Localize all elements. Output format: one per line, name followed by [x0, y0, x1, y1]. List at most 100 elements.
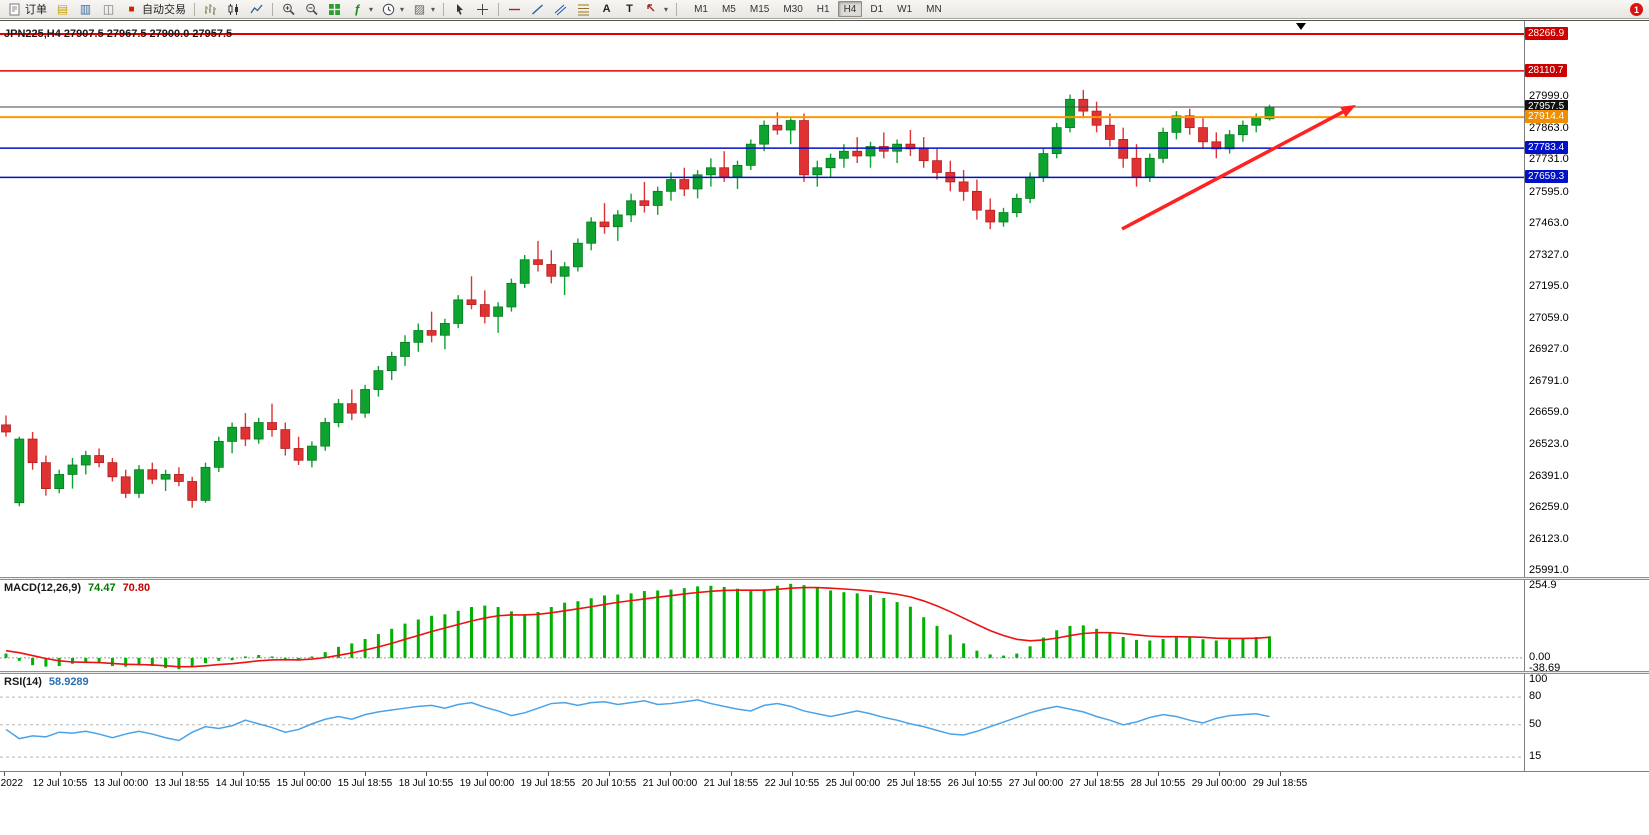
macd-scale-label: 0.00 — [1529, 650, 1551, 663]
rsi-panel[interactable]: RSI(14) 58.9289 — [0, 674, 1524, 771]
new-order-button[interactable]: 订单 — [3, 1, 51, 18]
price-tick-label: 27999.0 — [1529, 90, 1569, 103]
macd-canvas[interactable] — [0, 580, 1524, 671]
time-axis-tick — [60, 772, 61, 776]
time-axis-tick — [182, 772, 183, 776]
time-axis-label: 15 Jul 18:55 — [337, 778, 393, 789]
time-axis-label: 28 Jul 10:55 — [1130, 778, 1186, 789]
macd-signal-line — [5, 586, 1270, 668]
periods-button[interactable]: ▾ — [377, 1, 408, 18]
horizontal-line-icon — [507, 2, 522, 17]
arrows-tool-button[interactable]: ▾ — [641, 1, 672, 18]
price-scale[interactable]: 27999.0 27863.0 27731.0 27595.0 27463.0 27327… — [1524, 20, 1649, 577]
timeframe-m15[interactable]: M15 — [749, 4, 770, 15]
rsi-scale-label: 15 — [1529, 750, 1542, 763]
time-axis-tick — [487, 772, 488, 776]
trendline-tool-button[interactable] — [526, 1, 549, 18]
rsi-scale-label: 100 — [1529, 674, 1548, 685]
rsi-scale[interactable]: 100 80 50 15 — [1524, 674, 1649, 771]
crosshair-button[interactable] — [471, 1, 494, 18]
time-axis-tick — [792, 772, 793, 776]
price-tick-label: 27863.0 — [1529, 122, 1569, 135]
timeframe-h4[interactable]: H4 — [837, 1, 863, 17]
zoom-out-button[interactable] — [300, 1, 323, 18]
price-line-badge: 27957.5 — [1525, 99, 1569, 113]
price-chart-panel[interactable]: JPN225,H4 27907.5 27967.5 27900.0 27957.… — [0, 20, 1524, 577]
price-tick-label: 27463.0 — [1529, 216, 1569, 229]
autotrading-button[interactable]: ■ 自动交易 — [120, 1, 190, 18]
line-chart-icon — [249, 2, 264, 17]
price-chart-canvas[interactable] — [0, 21, 1524, 577]
indicators-button[interactable]: ƒ ▾ — [346, 1, 377, 18]
macd-panel[interactable]: MACD(12,26,9) 74.47 70.80 — [0, 580, 1524, 671]
rsi-scale-label: 80 — [1529, 690, 1542, 703]
chart-shift-marker[interactable] — [1296, 23, 1306, 30]
macd-main-value: 74.47 — [88, 582, 116, 594]
chart-window-icon: ▥ — [79, 1, 92, 16]
profile-icon: ▤ — [56, 1, 69, 16]
label-tool-button[interactable]: T — [618, 1, 641, 18]
time-axis-tick — [731, 772, 732, 776]
timeframe-w1[interactable]: W1 — [897, 4, 913, 15]
trend-arrow-object[interactable] — [1121, 105, 1356, 231]
time-axis-label: 18 Jul 10:55 — [398, 778, 454, 789]
rsi-name-label: RSI(14) — [4, 676, 42, 688]
rsi-line — [5, 699, 1270, 742]
time-axis-label: 25 Jul 18:55 — [886, 778, 942, 789]
new-chart-icon: ◫ — [102, 1, 115, 16]
time-axis-label: 12 Jul 10:55 — [32, 778, 88, 789]
cursor-button[interactable] — [448, 1, 471, 18]
timeframe-h1[interactable]: H1 — [816, 4, 830, 15]
timeframe-m1[interactable]: M1 — [694, 4, 708, 15]
trendline-icon — [530, 2, 545, 17]
time-axis-label: 14 Jul 10:55 — [215, 778, 271, 789]
text-tool-button[interactable]: A — [595, 1, 618, 18]
line-chart-button[interactable] — [245, 1, 268, 18]
time-axis[interactable]: Jul 2022 12 Jul 10:55 13 Jul 00:00 13 Jul 1… — [0, 771, 1649, 792]
toolbar-separator — [443, 2, 445, 16]
price-tick-label: 26659.0 — [1529, 406, 1569, 419]
chart-window-button[interactable]: ▥ — [74, 1, 97, 18]
new-order-icon — [7, 2, 22, 17]
fibonacci-tool-button[interactable] — [572, 1, 595, 18]
timeframe-m30[interactable]: M30 — [783, 4, 803, 15]
candles-layer — [1, 89, 1275, 508]
panel-separator[interactable] — [0, 671, 1649, 674]
time-axis-label: 15 Jul 00:00 — [276, 778, 332, 789]
cursor-icon — [452, 2, 467, 17]
timeframe-d1[interactable]: D1 — [870, 4, 884, 15]
rsi-canvas[interactable] — [0, 674, 1524, 771]
notification-badge[interactable]: 1 — [1630, 3, 1643, 16]
tile-windows-icon — [327, 2, 342, 17]
zoom-in-button[interactable] — [277, 1, 300, 18]
profiles-button[interactable]: ▤ — [51, 1, 74, 18]
macd-scale[interactable]: 254.9 0.00 -38.69 — [1524, 580, 1649, 671]
horizontal-line-tool-button[interactable] — [503, 1, 526, 18]
autotrading-label: 自动交易 — [142, 4, 186, 16]
chevron-down-icon: ▾ — [431, 4, 436, 14]
price-tick-label: 27731.0 — [1529, 153, 1569, 166]
bar-chart-button[interactable] — [199, 1, 222, 18]
rsi-scale-label: 50 — [1529, 717, 1542, 730]
chevron-down-icon: ▾ — [400, 4, 405, 14]
price-tick-label: 25991.0 — [1529, 563, 1569, 576]
timeframe-m5[interactable]: M5 — [721, 4, 736, 15]
toolbar-separator — [498, 2, 500, 16]
panel-separator[interactable] — [0, 577, 1649, 580]
macd-scale-label: 254.9 — [1529, 580, 1557, 591]
time-axis-tick — [853, 772, 854, 776]
channel-tool-button[interactable] — [549, 1, 572, 18]
new-chart-button[interactable]: ◫ — [97, 1, 120, 18]
candlestick-chart-button[interactable] — [222, 1, 245, 18]
timeframe-mn[interactable]: MN — [926, 4, 942, 15]
templates-button[interactable]: ▨ ▾ — [408, 1, 439, 18]
zoom-out-icon — [304, 2, 319, 17]
time-axis-label: 22 Jul 10:55 — [764, 778, 820, 789]
time-axis-tick — [1158, 772, 1159, 776]
chevron-down-icon: ▾ — [664, 4, 669, 14]
tile-windows-button[interactable] — [323, 1, 346, 18]
templates-icon: ▨ — [413, 1, 426, 16]
arrow-tool-icon — [645, 2, 660, 17]
time-axis-tick — [1219, 772, 1220, 776]
time-axis-tick — [1280, 772, 1281, 776]
